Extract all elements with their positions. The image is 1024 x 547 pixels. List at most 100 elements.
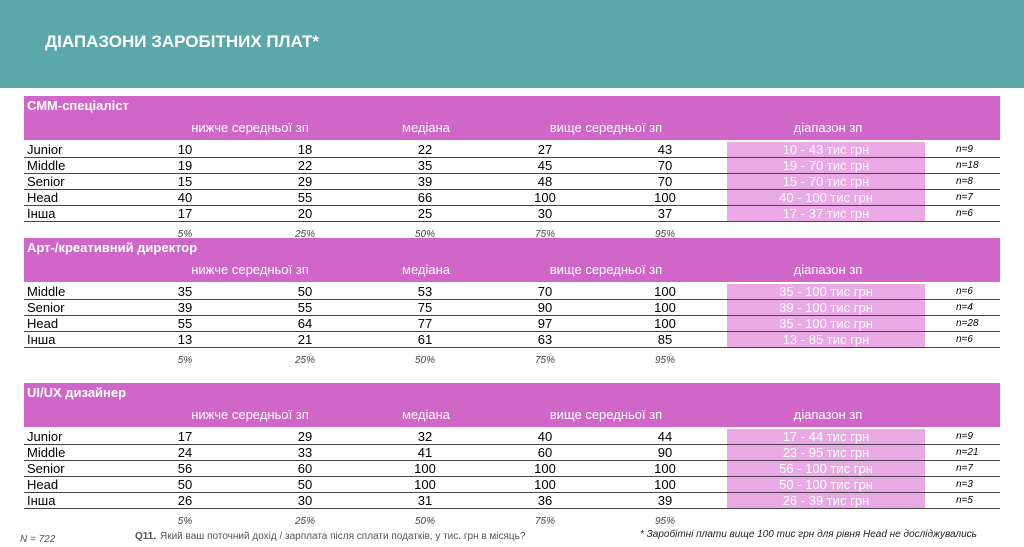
sample-count: n=7	[956, 192, 973, 203]
table-row: Інша 17 20 25 30 37 17 - 37 тис грн n=6	[24, 206, 1000, 222]
cell-value: 100	[654, 190, 676, 205]
cell-value: 50	[297, 477, 313, 492]
range: 15 - 70 тис грн	[727, 174, 925, 189]
cell-value: 13	[177, 332, 193, 347]
cell-value: 33	[297, 445, 313, 460]
cell-value: 70	[537, 284, 553, 299]
cell-value: 100	[654, 300, 676, 315]
column-header: нижче середньої зп	[191, 262, 309, 277]
cell-value: 24	[177, 445, 193, 460]
range: 17 - 44 тис грн	[727, 429, 925, 444]
sample-count: n=8	[956, 176, 973, 187]
percentile: 5%	[177, 355, 193, 366]
cell-value: 40	[537, 429, 553, 444]
level: Senior	[27, 461, 65, 476]
cell-value: 39	[177, 300, 193, 315]
cell-value: 21	[297, 332, 313, 347]
header-bar: ДІАПАЗОНИ ЗАРОБІТНИХ ПЛАТ*	[0, 0, 1024, 88]
table-row: Middle 35 50 53 70 100 35 - 100 тис грн n=6	[24, 284, 1000, 300]
level: Middle	[27, 158, 66, 173]
percentile: 25%	[294, 516, 316, 527]
cell-value: 30	[297, 493, 313, 508]
cell-value: 100	[654, 316, 676, 331]
cell-value: 100	[534, 190, 556, 205]
percentile: 95%	[654, 516, 676, 527]
level: Middle	[27, 284, 66, 299]
column-header: медіана	[402, 407, 450, 422]
sample-count: n=28	[956, 318, 979, 329]
table-row: Junior 10 18 22 27 43 10 - 43 тис грн n=9	[24, 142, 1000, 158]
sample-count: n=9	[956, 144, 973, 155]
range: 23 - 95 тис грн	[727, 445, 925, 460]
cell-value: 22	[417, 142, 433, 157]
level: Senior	[27, 174, 65, 189]
level: Junior	[27, 429, 63, 444]
range: 39 - 100 тис грн	[727, 300, 925, 315]
cell-value: 19	[177, 158, 193, 173]
percentile: 95%	[654, 229, 676, 240]
cell-value: 75	[417, 300, 433, 315]
cell-value: 27	[537, 142, 553, 157]
cell-value: 32	[417, 429, 433, 444]
sample-count: n=6	[956, 286, 973, 297]
cell-value: 25	[417, 206, 433, 221]
sample-count: n=21	[956, 447, 979, 458]
range: 17 - 37 тис грн	[727, 206, 925, 221]
cell-value: 100	[654, 477, 676, 492]
column-header: медіана	[402, 120, 450, 135]
cell-value: 100	[534, 477, 556, 492]
cell-value: 39	[657, 493, 673, 508]
range: 26 - 39 тис грн	[727, 493, 925, 508]
cell-value: 100	[654, 284, 676, 299]
percentile: 75%	[534, 229, 556, 240]
section-title: Арт-/креативний директор	[27, 240, 198, 255]
range: 10 - 43 тис грн	[727, 142, 925, 157]
percentile: 5%	[177, 229, 193, 240]
level: Junior	[27, 142, 63, 157]
page-title: ДІАПАЗОНИ ЗАРОБІТНИХ ПЛАТ*	[45, 32, 319, 51]
percentile: 75%	[534, 355, 556, 366]
table-row: Senior 39 55 75 90 100 39 - 100 тис грн n=4	[24, 300, 1000, 316]
question-number: Q11.	[135, 531, 157, 542]
cell-value: 18	[297, 142, 313, 157]
section-title: UI/UX дизайнер	[27, 385, 127, 400]
sample-count: n=4	[956, 302, 973, 313]
level: Head	[27, 190, 59, 205]
level: Head	[27, 477, 59, 492]
cell-value: 53	[417, 284, 433, 299]
column-header: діапазон зп	[793, 407, 863, 422]
range: 40 - 100 тис грн	[727, 190, 925, 205]
cell-value: 20	[297, 206, 313, 221]
cell-value: 66	[417, 190, 433, 205]
column-header: діапазон зп	[793, 120, 863, 135]
cell-value: 56	[177, 461, 193, 476]
cell-value: 29	[297, 174, 313, 189]
table-row: Head 50 50 100 100 100 50 - 100 тис грн n=3	[24, 477, 1000, 493]
footnote: * Заробітні плати вище 100 тис грн для р…	[640, 529, 977, 540]
cell-value: 10	[177, 142, 193, 157]
cell-value: 39	[417, 174, 433, 189]
percentile: 25%	[294, 229, 316, 240]
cell-value: 22	[297, 158, 313, 173]
column-header: нижче середньої зп	[191, 120, 309, 135]
table-row: Senior 56 60 100 100 100 56 - 100 тис грн n=7	[24, 461, 1000, 477]
cell-value: 100	[654, 461, 676, 476]
cell-value: 50	[297, 284, 313, 299]
column-header: вище середньої зп	[549, 120, 663, 135]
cell-value: 55	[177, 316, 193, 331]
cell-value: 26	[177, 493, 193, 508]
cell-value: 17	[177, 206, 193, 221]
section-header: СММ-спеціаліст нижче середньої зп медіана в…	[24, 96, 1000, 140]
cell-value: 30	[537, 206, 553, 221]
cell-value: 43	[657, 142, 673, 157]
cell-value: 55	[297, 190, 313, 205]
column-header: нижче середньої зп	[191, 407, 309, 422]
table-row: Інша 26 30 31 36 39 26 - 39 тис грн n=5	[24, 493, 1000, 509]
table-row: Head 40 55 66 100 100 40 - 100 тис грн n=7	[24, 190, 1000, 206]
cell-value: 40	[177, 190, 193, 205]
cell-value: 31	[417, 493, 433, 508]
cell-value: 100	[414, 461, 436, 476]
level: Інша	[27, 332, 56, 347]
sample-count: n=9	[956, 431, 973, 442]
level: Інша	[27, 493, 56, 508]
